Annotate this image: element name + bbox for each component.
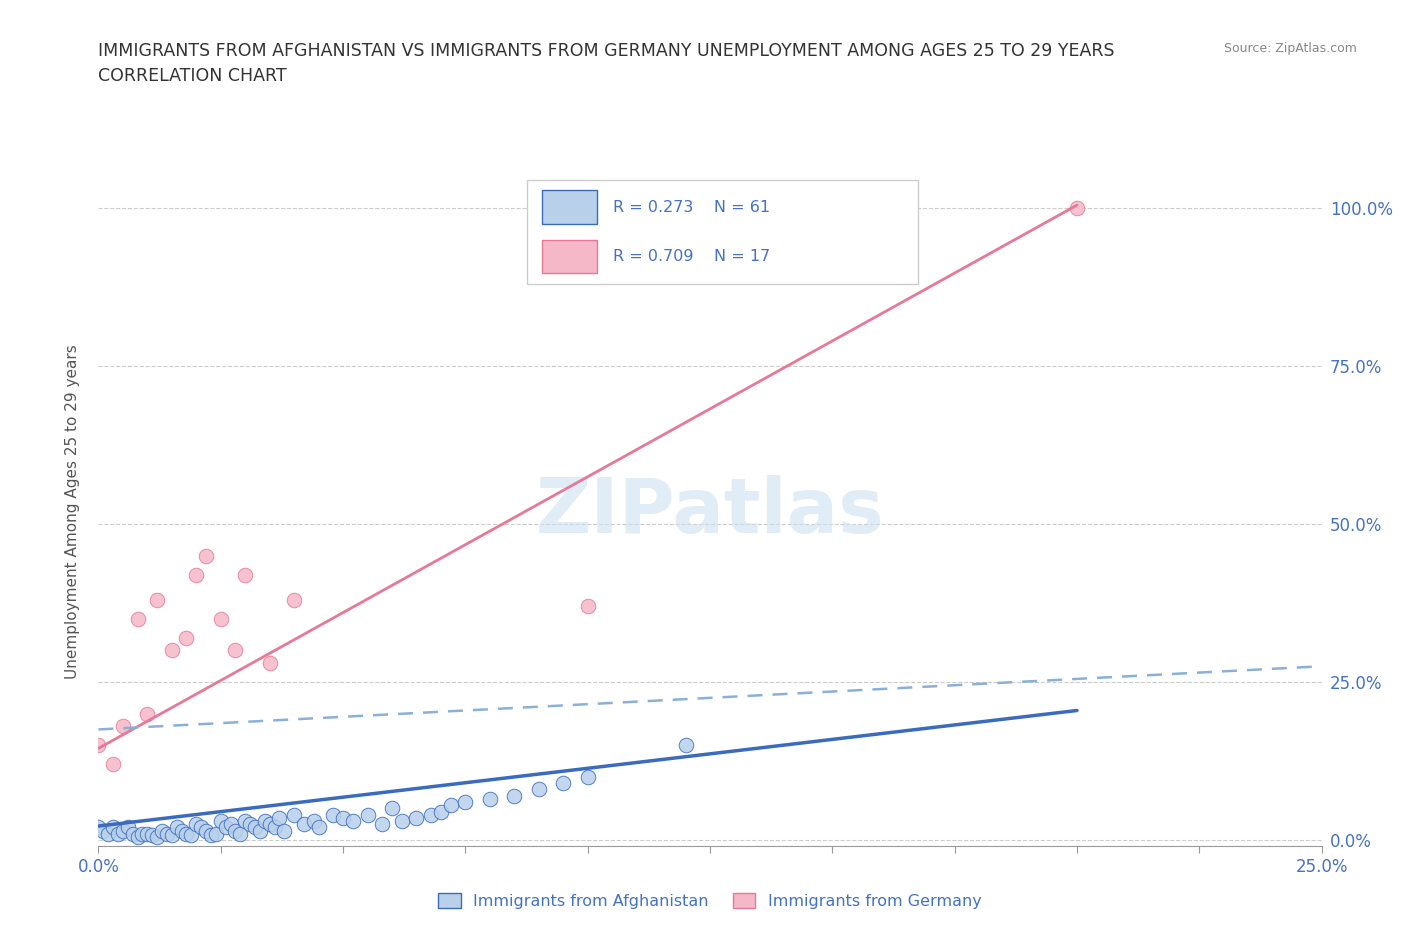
Point [332,810,354,825]
Point [233,814,256,829]
Point [478,791,501,806]
Point [160,828,183,843]
Point [371,817,394,831]
Y-axis label: Unemployment Among Ages 25 to 29 years: Unemployment Among Ages 25 to 29 years [65,344,80,679]
Point [576,599,599,614]
Point [107,826,129,841]
Point [302,814,325,829]
Point [454,794,477,809]
Point [91,823,114,838]
Point [249,823,271,838]
Text: ZIPatlas: ZIPatlas [536,474,884,549]
Point [503,789,526,804]
Point [117,820,139,835]
Point [180,828,202,843]
Point [269,810,291,825]
Point [190,820,212,835]
Point [283,592,305,607]
Point [160,643,183,658]
Point [87,737,110,752]
Point [146,830,169,844]
Point [322,807,344,822]
Point [527,782,550,797]
Point [224,643,246,658]
Text: IMMIGRANTS FROM AFGHANISTAN VS IMMIGRANTS FROM GERMANY UNEMPLOYMENT AMONG AGES 2: IMMIGRANTS FROM AFGHANISTAN VS IMMIGRANT… [98,42,1115,60]
Point [150,823,173,838]
Point [308,820,330,835]
Point [1066,201,1088,216]
Point [263,820,285,835]
Point [101,757,124,772]
Point [209,814,232,829]
Point [219,817,242,831]
Point [97,826,120,841]
Point [381,801,404,816]
Point [205,826,228,841]
Point [224,823,246,838]
Point [127,830,149,844]
Point [136,706,159,721]
Point [675,737,697,752]
Point [170,823,193,838]
Point [259,817,281,831]
Point [200,828,222,843]
Legend: Immigrants from Afghanistan, Immigrants from Germany: Immigrants from Afghanistan, Immigrants … [432,886,988,915]
Point [195,549,218,564]
Point [87,820,110,835]
Point [127,611,149,626]
Point [356,807,378,822]
Point [121,826,143,841]
Point [214,820,236,835]
Point [233,567,256,582]
Point [209,611,232,626]
Point [239,817,262,831]
Text: Source: ZipAtlas.com: Source: ZipAtlas.com [1223,42,1357,55]
Point [405,810,427,825]
Text: CORRELATION CHART: CORRELATION CHART [98,67,287,85]
Point [176,826,198,841]
Point [253,814,276,829]
Point [186,817,208,831]
Point [430,804,453,819]
Point [440,798,463,813]
Point [186,567,208,582]
Point [243,820,266,835]
Point [166,820,188,835]
Point [156,826,179,841]
Point [273,823,295,838]
Point [553,776,575,790]
Point [342,814,364,829]
Point [111,719,134,734]
Point [195,823,218,838]
Point [131,826,153,841]
Point [576,769,599,784]
Point [146,592,169,607]
Point [283,807,305,822]
Point [176,631,198,645]
Point [259,656,281,671]
Point [141,828,163,843]
Point [111,823,134,838]
Point [391,814,413,829]
Point [292,817,315,831]
Point [101,820,124,835]
Point [136,826,159,841]
Point [420,807,443,822]
Point [229,826,252,841]
